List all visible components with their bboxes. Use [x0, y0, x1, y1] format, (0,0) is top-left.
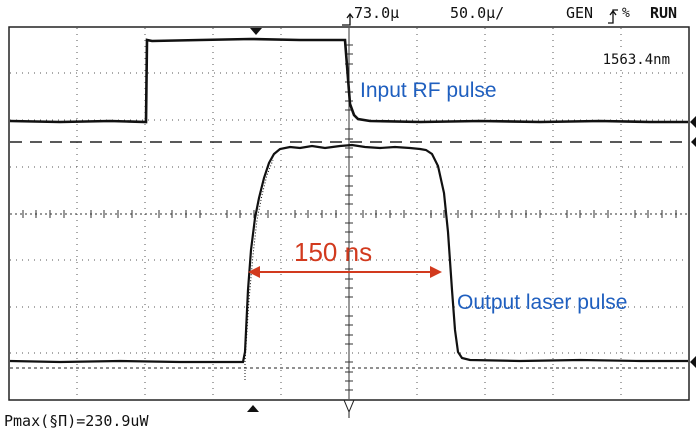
scope-status-bar: 73.0µ 50.0µ/ GEN % RUN [0, 4, 696, 26]
pulse-width-label: 150 ns [294, 237, 372, 268]
top-trigger-marker [250, 28, 262, 35]
time-reference-marker [344, 400, 354, 412]
channel-1-level-marker [690, 116, 696, 128]
channel-2-level-marker [690, 356, 696, 368]
input-rf-pulse-label: Input RF pulse [360, 79, 497, 103]
trigger-level-readout: 73.0µ [354, 4, 399, 22]
trigger-mode-readout: GEN [566, 4, 593, 22]
pmax-readout: Pmax(§Π)=230.9uW [4, 412, 149, 430]
wavelength-readout: 1563.4nm [603, 52, 670, 68]
trigger-percent-glyph: % [622, 6, 630, 21]
reference-level-marker [691, 137, 696, 147]
bottom-trigger-marker [247, 405, 259, 412]
output-laser-pulse-label: Output laser pulse [457, 291, 627, 315]
timebase-readout: 50.0µ/ [450, 4, 504, 22]
run-status-badge: RUN [650, 4, 677, 22]
